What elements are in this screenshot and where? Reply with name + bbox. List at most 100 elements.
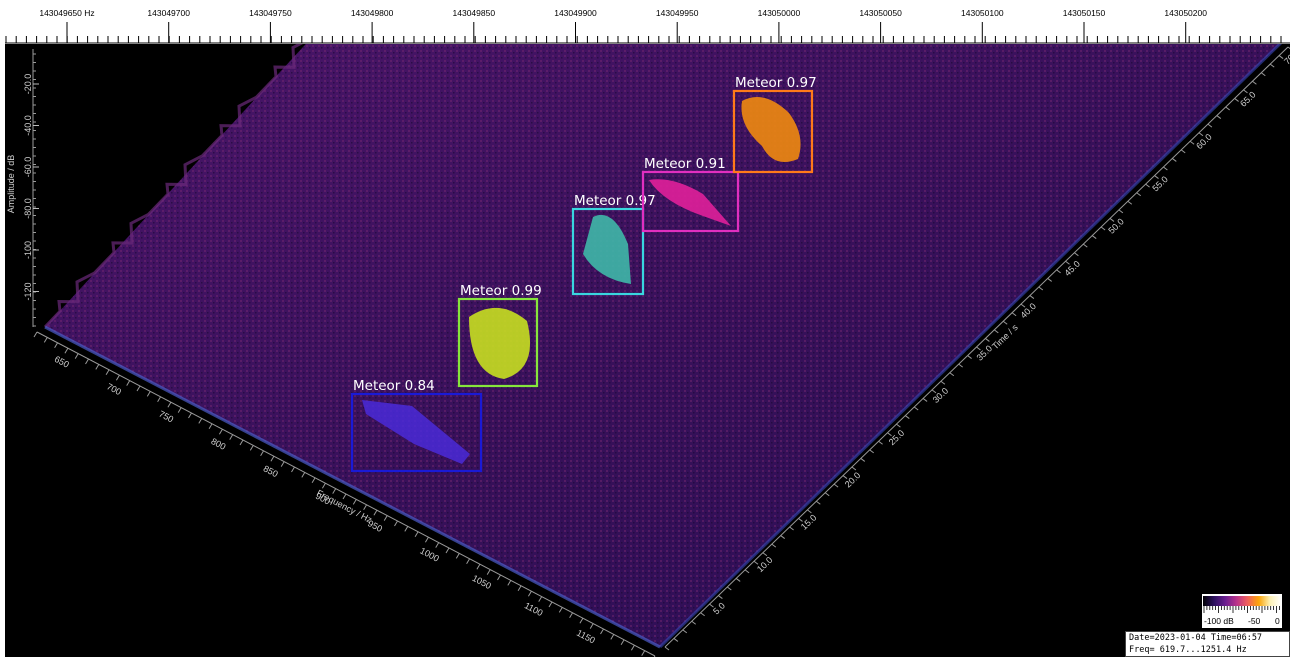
frequency-minor-tick (85, 358, 89, 365)
ruler-label: 143049850 (453, 8, 496, 18)
time-minor-tick (985, 338, 990, 342)
time-minor-tick (869, 449, 875, 454)
time-minor-tick (1189, 140, 1195, 145)
frequency-minor-tick (569, 612, 574, 619)
frequency-minor-tick (476, 563, 481, 570)
meteor-blob (741, 97, 801, 163)
time-minor-tick (1287, 46, 1290, 50)
colorbar-ticks (1203, 606, 1280, 613)
frequency-minor-tick (105, 369, 110, 376)
time-minor-tick (1011, 312, 1017, 317)
frequency-minor-tick (517, 585, 522, 592)
meteor-blob (583, 214, 631, 284)
frequency-minor-tick (373, 509, 378, 516)
frequency-minor-tick (558, 607, 563, 613)
ruler-label: 143050050 (859, 8, 902, 18)
colorbar-legend: -100 dB -50 0 (1202, 594, 1282, 628)
time-minor-tick (798, 518, 803, 522)
amplitude-tick-label: -60.0 (23, 157, 33, 178)
frequency-minor-tick (74, 353, 79, 359)
frequency-minor-tick (404, 526, 409, 532)
time-minor-tick (664, 646, 670, 651)
time-minor-tick (878, 440, 883, 445)
time-minor-tick (762, 552, 768, 557)
frequency-minor-tick (136, 385, 141, 392)
frequency-minor-tick (157, 396, 162, 403)
time-minor-tick (824, 492, 830, 497)
frequency-tick-label: 1150 (575, 628, 597, 646)
ruler-label: 143049800 (351, 8, 394, 18)
time-minor-tick (1252, 80, 1257, 85)
time-minor-tick (851, 466, 857, 471)
time-minor-tick (1172, 158, 1177, 162)
frequency-minor-tick (95, 364, 100, 370)
ruler-label: 143050200 (1164, 8, 1207, 18)
spectrogram-surface: -20.0 -40.0 -60.0 -80.0 -100 -120 Amplitude / … (6, 44, 1290, 657)
frequency-minor-tick (538, 596, 543, 602)
frequency-tick-label: 700 (105, 381, 123, 397)
ruler-label: 143050150 (1063, 8, 1106, 18)
waterfall-3d-view[interactable]: -20.0 -40.0 -60.0 -80.0 -100 -120 Amplitude / … (5, 44, 1290, 657)
detection-box (641, 170, 740, 233)
frequency-minor-tick (394, 520, 398, 527)
frequency-minor-tick (167, 401, 172, 408)
frequency-minor-tick (589, 623, 594, 629)
frequency-minor-tick (291, 466, 295, 473)
ruler-label: 143050100 (961, 8, 1004, 18)
colorbar-gradient (1203, 596, 1281, 606)
frequency-minor-tick (414, 531, 419, 538)
time-minor-tick (744, 569, 750, 574)
time-minor-tick (815, 500, 821, 505)
frequency-minor-tick (270, 455, 275, 462)
time-axis-label: Time / s (990, 322, 1020, 352)
amplitude-tick-label: -120 (23, 282, 33, 300)
frequency-minor-tick (54, 342, 59, 349)
frequency-tick-label: 1000 (418, 546, 440, 564)
surface-left-edge (43, 44, 304, 329)
frequency-minor-tick (620, 639, 625, 646)
time-minor-tick (1020, 303, 1026, 308)
time-minor-tick (1056, 269, 1061, 274)
time-minor-tick (993, 329, 999, 334)
time-minor-tick (1002, 320, 1008, 325)
time-minor-tick (691, 620, 697, 625)
info-frequency-range: Freq= 619.7...1251.4 Hz (1129, 645, 1247, 655)
frequency-minor-tick (260, 450, 265, 457)
frequency-minor-tick (115, 374, 120, 381)
frequency-tick-label: 850 (262, 463, 280, 479)
time-minor-tick (1243, 89, 1248, 94)
frequency-minor-tick (146, 391, 151, 397)
time-minor-tick (1083, 243, 1088, 248)
frequency-minor-tick (311, 477, 316, 484)
colorbar-max-label: 0 (1275, 616, 1280, 626)
amplitude-tick-label: -40.0 (23, 115, 33, 136)
detection-label: Meteor 0.84 (353, 378, 435, 394)
time-tick-label: 5.0 (711, 601, 727, 617)
meteor-detection: Meteor 0.91 (641, 156, 740, 233)
ruler-label: 143049750 (249, 8, 292, 18)
time-minor-tick (1029, 295, 1035, 299)
surface-texture (45, 44, 1280, 647)
time-minor-tick (1180, 149, 1186, 154)
info-box: Date=2023-01-04 Time=06:57 Freq= 619.7..… (1125, 631, 1290, 657)
detection-label: Meteor 0.97 (574, 193, 656, 209)
time-minor-tick (949, 372, 955, 377)
time-minor-tick (1109, 218, 1115, 222)
amplitude-tick-label: -80.0 (23, 198, 33, 219)
frequency-minor-tick (249, 445, 254, 451)
time-minor-tick (1163, 166, 1168, 171)
detection-label: Meteor 0.99 (460, 283, 542, 299)
time-tick-label: 70.0 (1282, 47, 1290, 66)
frequency-minor-tick (239, 439, 244, 446)
frequency-tick-label: 1050 (471, 573, 493, 591)
detection-label: Meteor 0.91 (644, 156, 726, 172)
amplitude-tick-label: -20.0 (23, 74, 33, 95)
frequency-minor-tick (352, 499, 357, 505)
frequency-minor-tick (301, 472, 306, 478)
time-minor-tick (1145, 183, 1150, 188)
frequency-minor-tick (363, 504, 368, 511)
time-minor-tick (1269, 63, 1275, 68)
frequency-minor-tick (321, 482, 326, 489)
time-minor-tick (673, 638, 679, 642)
frequency-minor-tick (630, 644, 635, 651)
